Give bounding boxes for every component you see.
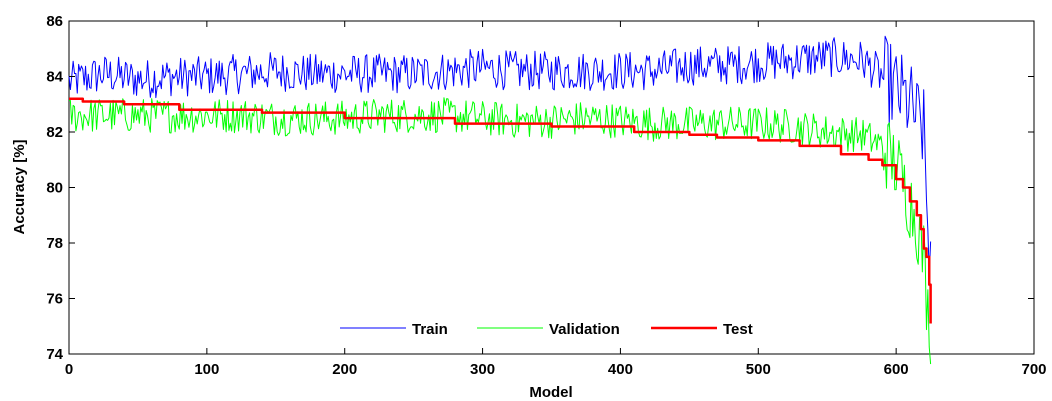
x-tick-label: 700 — [1021, 361, 1046, 378]
series-line-validation — [68, 97, 932, 365]
y-axis: 74 76 78 80 82 84 86 — [46, 13, 1034, 363]
series-line-test — [69, 97, 932, 324]
y-tick-label: 78 — [46, 235, 63, 252]
legend-label-test: Test — [723, 321, 753, 338]
legend-label-validation: Validation — [549, 321, 620, 338]
legend-label-train: Train — [412, 321, 448, 338]
x-axis: 0 100 200 300 400 500 600 700 — [65, 21, 1047, 378]
x-tick-label: 400 — [608, 361, 633, 378]
y-tick-label: 84 — [46, 69, 63, 86]
x-tick-label: 300 — [470, 361, 495, 378]
y-tick-label: 82 — [46, 124, 63, 141]
x-tick-label: 600 — [884, 361, 909, 378]
y-tick-label: 86 — [46, 13, 63, 30]
y-tick-label: 80 — [46, 180, 63, 197]
x-axis-label: Model — [529, 384, 572, 401]
series-layer — [68, 35, 932, 365]
x-tick-label: 200 — [332, 361, 357, 378]
y-tick-label: 76 — [46, 291, 63, 308]
legend: Train Validation Test — [340, 321, 753, 338]
x-tick-label: 0 — [65, 361, 73, 378]
x-tick-label: 500 — [746, 361, 771, 378]
y-axis-label: Accuracy [%] — [11, 139, 28, 234]
y-tick-label: 74 — [46, 346, 63, 363]
x-tick-label: 100 — [194, 361, 219, 378]
series-line-train — [68, 35, 932, 276]
